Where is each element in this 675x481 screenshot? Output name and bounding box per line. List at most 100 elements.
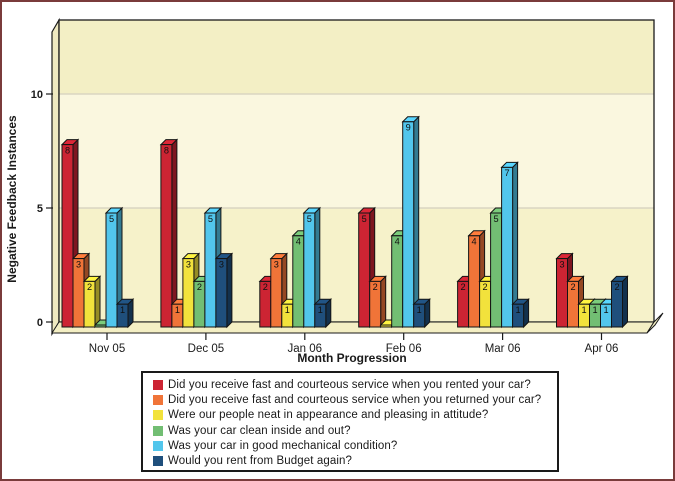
y-tick-label: 5 (37, 203, 43, 215)
bar-value-label: 4 (296, 237, 301, 247)
chart-back-wall (59, 20, 654, 322)
bar: 2 (368, 275, 387, 329)
bar-front-face (358, 212, 371, 328)
bar-side-face (413, 115, 420, 329)
bar-value-label: 1 (592, 305, 597, 315)
bar-value-label: 7 (505, 168, 510, 178)
bar-front-face (380, 324, 393, 328)
x-tick-label: Apr 06 (585, 343, 619, 355)
bar: 5 (302, 206, 322, 329)
bar-value-label: 8 (65, 145, 70, 155)
bar-value-label: 1 (417, 305, 422, 315)
bar-value-label: 3 (219, 259, 224, 269)
bar-front-face (204, 212, 217, 328)
x-axis-title: Month Progression (297, 351, 406, 365)
bar: 2 (82, 275, 102, 329)
legend-swatch (153, 425, 163, 436)
bar-front-face (292, 235, 305, 328)
legend-label: Was your car in good mechanical conditio… (168, 439, 398, 452)
bar-value-label: 2 (87, 282, 92, 292)
legend-label: Was your car clean inside and out? (168, 424, 351, 437)
bar-value-label: 1 (285, 305, 290, 315)
bar-value-label: 2 (614, 282, 619, 292)
legend-item: Were our people neat in appearance and p… (153, 408, 557, 423)
bar-value-label: 9 (406, 123, 411, 133)
legend-swatch (153, 394, 163, 405)
bar-front-face (270, 258, 283, 328)
chart-side-wall (51, 17, 60, 337)
bar-value-label: 2 (570, 282, 575, 292)
bar-value-label: 1 (120, 305, 125, 315)
legend-label: Did you receive fast and courteous servi… (168, 393, 542, 406)
bar-value-label: 1 (603, 305, 608, 315)
bar-front-face (303, 212, 316, 328)
bar: 1 (115, 297, 135, 329)
bar: 1 (313, 297, 333, 329)
chart-legend: Did you receive fast and courteous servi… (141, 371, 559, 472)
bar-value-label: 1 (318, 305, 323, 315)
legend-item: Was your car clean inside and out? (153, 423, 557, 438)
bar-front-face (105, 212, 118, 328)
y-tick-label: 10 (31, 89, 43, 101)
bar-front-face (160, 144, 173, 328)
bar: 7 (500, 161, 519, 329)
bar: 2 (610, 275, 629, 329)
bar-side-face (226, 252, 233, 329)
bar-front-face (94, 324, 107, 328)
bar-front-face (611, 280, 623, 328)
bar-side-face (94, 275, 101, 329)
bar-value-label: 5 (208, 214, 213, 224)
bar-value-label: 5 (307, 214, 312, 224)
bar-value-label: 4 (472, 237, 477, 247)
bar-value-label: 1 (516, 305, 521, 315)
gridline-layer (59, 93, 654, 209)
bar-side-face (622, 275, 628, 329)
bar-value-label: 8 (164, 145, 169, 155)
bar-value-label: 1 (175, 305, 180, 315)
bar-front-face (468, 235, 481, 328)
bar-front-face (391, 235, 404, 328)
bar-front-face (490, 212, 503, 328)
legend-label: Were our people neat in appearance and p… (168, 409, 489, 422)
y-axis-title: Negative Feedback Instances (5, 115, 19, 283)
x-tick-label: Mar 06 (485, 343, 521, 355)
x-tick-label: Jan 06 (288, 343, 323, 355)
bar-front-face (402, 121, 415, 328)
bar-value-label: 3 (76, 259, 81, 269)
bar-front-face (413, 303, 426, 328)
x-tick-label: Feb 06 (386, 343, 422, 355)
bar-value-label: 2 (197, 282, 202, 292)
bar-front-face (83, 280, 96, 328)
bar: 8 (159, 138, 179, 329)
bar-front-face (314, 303, 327, 328)
bar-front-face (501, 166, 514, 328)
legend-swatch (153, 410, 163, 421)
bar: 3 (214, 252, 234, 329)
legend-item: Did you receive fast and courteous servi… (153, 377, 557, 392)
bar-front-face (61, 144, 74, 328)
legend-swatch (153, 456, 163, 467)
bar-front-face (215, 258, 228, 328)
bar-value-label: 2 (483, 282, 488, 292)
legend-item: Would you rent from Budget again? (153, 453, 557, 468)
legend-item: Did you receive fast and courteous servi… (153, 392, 557, 407)
x-tick-label: Nov 05 (89, 343, 125, 355)
bar-value-label: 2 (263, 282, 268, 292)
bar-value-label: 2 (373, 282, 378, 292)
bar-side-face (171, 138, 178, 329)
bar-value-label: 1 (581, 305, 586, 315)
bar-value-label: 3 (274, 259, 279, 269)
bar-front-face (512, 303, 525, 328)
x-axis: Nov 05 Dec 05 Jan 06 Feb 06 Mar 06 Apr 06 (89, 333, 619, 355)
legend-swatch (153, 440, 163, 451)
bar-value-label: 2 (461, 282, 466, 292)
bar: 1 (511, 297, 530, 329)
legend-swatch (153, 379, 163, 390)
bar-value-label: 5 (494, 214, 499, 224)
y-tick-label: 0 (37, 317, 43, 329)
legend-item: Was your car in good mechanical conditio… (153, 438, 557, 453)
x-tick-label: Dec 05 (188, 343, 224, 355)
bar-value-label: 3 (186, 259, 191, 269)
